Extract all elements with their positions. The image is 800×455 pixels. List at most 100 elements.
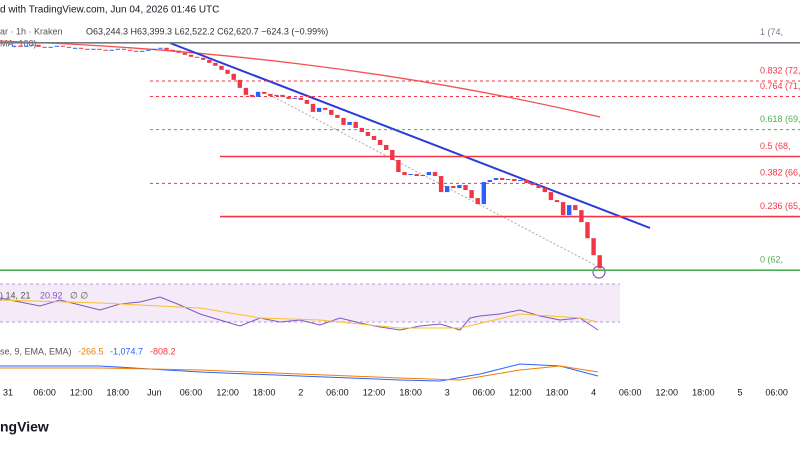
candle — [85, 48, 90, 50]
candle — [60, 45, 66, 47]
candle — [280, 94, 285, 97]
x-tick-label: 12:00 — [70, 387, 93, 397]
candle — [341, 117, 346, 125]
candle — [115, 48, 120, 50]
x-tick-label: Jun — [147, 387, 162, 397]
candle — [188, 54, 194, 57]
candle — [231, 73, 236, 80]
candle — [219, 65, 224, 70]
candle — [499, 178, 505, 181]
candle — [493, 178, 499, 181]
macd-value: -266.5 — [78, 346, 104, 356]
candle — [506, 179, 511, 181]
candle — [18, 45, 23, 47]
candle — [585, 222, 590, 239]
x-tick-label: 5 — [737, 387, 742, 397]
candle — [310, 103, 316, 112]
candle — [237, 79, 242, 88]
candle — [274, 94, 279, 96]
candle — [127, 49, 133, 51]
candle — [542, 188, 547, 193]
candle — [152, 48, 157, 50]
candle — [365, 131, 371, 136]
x-tick-label: 31 — [3, 387, 13, 397]
fib-label: 0.382 (66, — [760, 168, 800, 178]
signal-line — [0, 365, 599, 381]
candle — [213, 62, 218, 66]
logo: ngView — [0, 419, 49, 435]
candle — [103, 49, 108, 51]
x-tick-label: 18:00 — [546, 387, 569, 397]
x-tick-label: 12:00 — [363, 387, 386, 397]
x-tick-label: 06:00 — [619, 387, 642, 397]
candle — [420, 175, 425, 177]
macd-value: -808.2 — [150, 346, 176, 356]
symbol: ar · 1h · Kraken — [0, 26, 63, 36]
x-tick-label: 12:00 — [216, 387, 239, 397]
candle — [91, 48, 96, 50]
candle — [560, 202, 566, 216]
candle — [451, 186, 456, 189]
candle — [170, 49, 175, 51]
rsi-extra: ∅ ∅ — [70, 290, 88, 300]
candle — [243, 87, 249, 95]
candle — [48, 46, 53, 48]
candle — [377, 139, 383, 145]
candle — [335, 114, 340, 118]
candle — [225, 69, 230, 74]
candle — [97, 48, 102, 50]
candle — [249, 94, 255, 97]
watermark: d with TradingView.com, Jun 04, 2026 01:… — [0, 5, 219, 16]
candle — [402, 172, 407, 176]
candle — [140, 50, 145, 52]
x-tick-label: 18:00 — [692, 387, 715, 397]
candle — [36, 44, 41, 47]
candle — [597, 255, 602, 269]
macd-value: -1,074.7 — [110, 346, 143, 356]
candle — [359, 127, 364, 132]
x-tick-label: 4 — [591, 387, 596, 397]
candle — [72, 47, 78, 49]
candle — [323, 107, 328, 110]
candle — [432, 172, 438, 177]
candle — [304, 99, 310, 104]
candle — [445, 186, 450, 193]
candle — [573, 205, 578, 211]
candle — [591, 238, 596, 256]
candle — [176, 50, 181, 53]
fib-label: 0.764 (71, — [760, 81, 800, 91]
candle — [133, 50, 139, 52]
candle — [262, 91, 267, 94]
candle — [554, 200, 560, 203]
candle — [579, 210, 584, 223]
candle — [487, 180, 493, 183]
fib-label: 0.5 (68, — [760, 141, 791, 151]
candle — [384, 144, 389, 150]
candle — [371, 135, 377, 140]
candle — [390, 149, 395, 161]
candle — [30, 44, 35, 46]
candle — [469, 190, 474, 199]
candle — [42, 46, 47, 48]
candle — [475, 198, 480, 205]
rsi-label: ) 14, 21 — [0, 290, 31, 300]
candle — [518, 180, 523, 182]
fib-label: 0 (62, — [760, 255, 783, 265]
fib-label: 0.236 (65, — [760, 201, 800, 211]
candle — [66, 46, 72, 48]
candle — [353, 121, 358, 128]
candle — [396, 160, 401, 173]
rsi-line — [0, 296, 599, 331]
rsi-ma — [0, 299, 599, 329]
x-tick-label: 12:00 — [656, 387, 679, 397]
x-tick-label: 06:00 — [33, 387, 56, 397]
candle — [286, 96, 291, 99]
candle — [121, 48, 127, 50]
candle — [481, 182, 486, 205]
candle — [255, 91, 261, 97]
x-tick-label: 06:00 — [765, 387, 788, 397]
macd-label: se, 9, EMA, EMA) — [0, 346, 72, 356]
candle — [164, 47, 169, 50]
x-tick-label: 18:00 — [107, 387, 130, 397]
